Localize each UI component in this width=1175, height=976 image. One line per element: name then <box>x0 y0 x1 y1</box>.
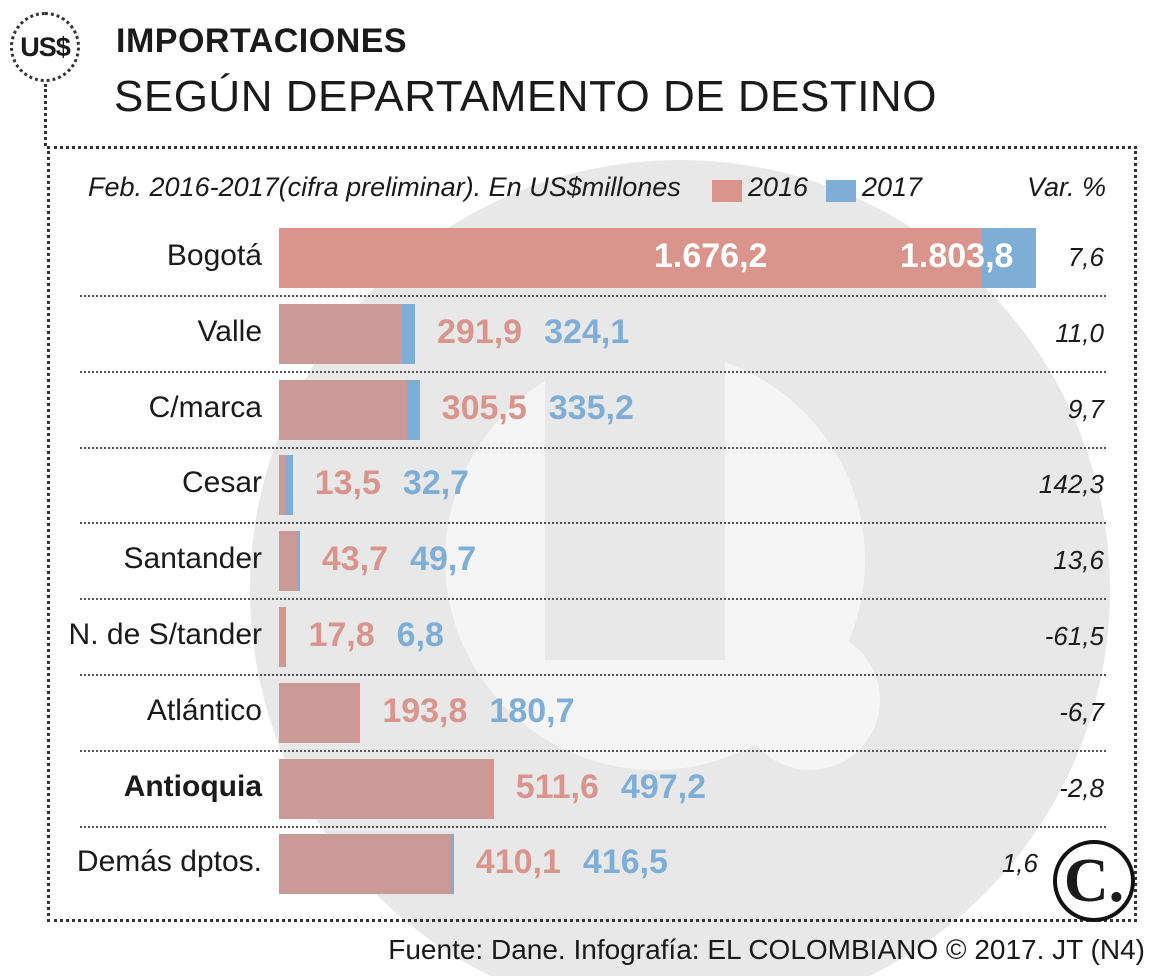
value-2017-n-de-s-tander: 6,8 <box>396 616 444 654</box>
row-separator <box>80 749 1106 752</box>
var-pct-antioquia: -2,8 <box>1059 772 1104 803</box>
bar-2016-dem-s-dptos- <box>279 834 452 895</box>
var-pct-santander: 13,6 <box>1053 545 1104 576</box>
bar-2016-extra-atl-ntico <box>354 682 361 743</box>
category-label: Demás dptos. <box>76 845 262 879</box>
value-2017-atl-ntico: 180,7 <box>489 691 575 730</box>
row-separator <box>80 825 1106 828</box>
bar-2016-extra-antioquia <box>487 758 494 819</box>
value-2017-santander: 49,7 <box>410 540 477 579</box>
value-2017-dem-s-dptos-: 416,5 <box>582 843 668 882</box>
bar-2016-n-de-s-tander <box>279 607 282 667</box>
var-pct-valle: 11,0 <box>1055 317 1104 348</box>
row-separator <box>80 370 1106 373</box>
category-label: N. de S/tander <box>68 618 262 651</box>
row-separator <box>80 598 1106 601</box>
value-2016-atl-ntico: 193,8 <box>382 691 468 730</box>
row-separator <box>80 446 1106 449</box>
row-separator <box>80 522 1106 525</box>
bar-2016-bogot- <box>279 228 983 288</box>
value-2017-antioquia: 497,2 <box>620 767 706 806</box>
value-2016-cesar: 13,5 <box>314 464 381 503</box>
legend-label-2016: 2016 <box>748 172 809 202</box>
source-credit: Fuente: Dane. Infografía: EL COLOMBIANO … <box>388 934 1145 965</box>
bar-2016-antioquia <box>279 758 488 819</box>
currency-badge: US$ <box>10 12 80 82</box>
category-label: Antioquia <box>123 769 262 803</box>
value-2016-dem-s-dptos-: 410,1 <box>475 843 561 882</box>
value-2017-c-marca: 335,2 <box>548 388 634 427</box>
category-label: Cesar <box>181 466 262 500</box>
value-2016-valle: 291,9 <box>437 312 523 351</box>
category-label: Valle <box>197 314 262 348</box>
bar-2016-cesar <box>279 455 285 516</box>
value-2016-n-de-s-tander: 17,8 <box>308 616 375 654</box>
row-separator <box>80 674 1106 676</box>
value-2016-c-marca: 305,5 <box>441 388 527 427</box>
bar-2016-extra-n-de-s-tander <box>281 607 287 667</box>
var-pct-bogot-: 7,6 <box>1067 242 1104 272</box>
el-colombiano-logo: C. <box>1053 840 1135 922</box>
var-pct-n-de-s-tander: -61,5 <box>1044 621 1104 651</box>
value-2017-cesar: 32,7 <box>402 464 470 503</box>
chart-note: Feb. 2016-2017(cifra preliminar). En US$… <box>88 172 681 202</box>
legend-label-2017: 2017 <box>862 172 923 202</box>
chart-subtitle: SEGÚN DEPARTAMENTO DE DESTINO <box>114 72 937 121</box>
bar-2016-valle <box>279 303 402 364</box>
category-label: Bogotá <box>166 239 262 272</box>
value-2016-santander: 43,7 <box>321 540 389 579</box>
category-label: C/marca <box>148 390 262 424</box>
var-header: Var. % <box>1026 172 1106 202</box>
row-separator <box>80 295 1106 297</box>
bar-2016-c-marca <box>279 379 408 440</box>
var-pct-dem-s-dptos-: 1,6 <box>1001 848 1038 879</box>
bar-2016-santander <box>279 531 298 592</box>
chart-title: IMPORTACIONES <box>116 22 408 60</box>
chart-frame <box>47 146 1137 922</box>
var-pct-c-marca: 9,7 <box>1067 393 1104 424</box>
value-2016-antioquia: 511,6 <box>515 767 599 806</box>
value-2017-valle: 324,1 <box>544 312 630 351</box>
badge-leader-line <box>44 84 47 146</box>
legend-swatch-2016 <box>712 180 742 202</box>
legend-swatch-2017 <box>826 180 856 202</box>
var-pct-cesar: 142,3 <box>1038 469 1104 500</box>
category-label: Atlántico <box>146 693 262 727</box>
value-2016-bogot-: 1.676,2 <box>654 237 768 275</box>
var-pct-atl-ntico: -6,7 <box>1059 696 1104 727</box>
category-label: Santander <box>123 542 262 576</box>
value-2017-bogot-: 1.803,8 <box>900 237 1014 275</box>
bar-2016-atl-ntico <box>279 682 355 743</box>
